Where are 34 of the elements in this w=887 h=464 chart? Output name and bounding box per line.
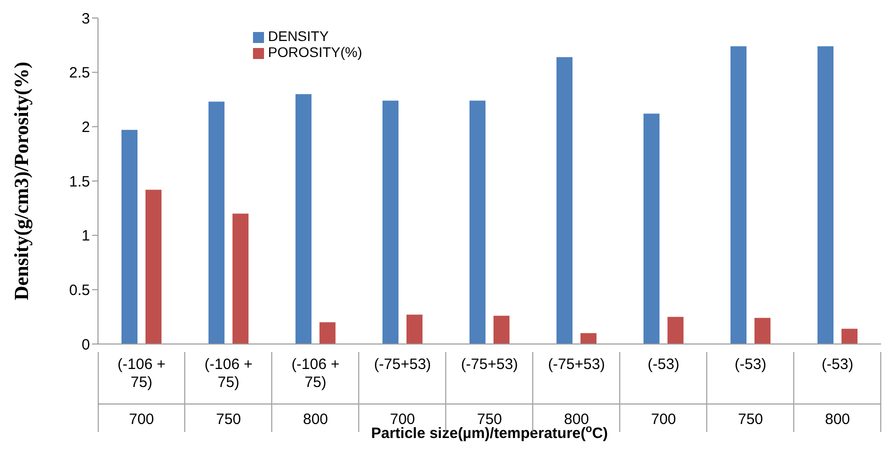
bar bbox=[493, 316, 510, 344]
bar bbox=[469, 100, 486, 344]
category-label: (-53) 700 bbox=[648, 356, 680, 428]
bar bbox=[319, 322, 336, 344]
bar bbox=[406, 314, 422, 344]
y-tick-label: 2 bbox=[82, 118, 90, 136]
bar bbox=[382, 100, 398, 344]
y-axis-title: Density(g/cm3)/Porosity(%) bbox=[11, 62, 33, 300]
category-label: (-53) 800 bbox=[822, 356, 854, 428]
bar bbox=[145, 190, 162, 344]
bar bbox=[817, 46, 834, 344]
bar bbox=[295, 94, 312, 344]
legend-label: DENSITY bbox=[268, 28, 329, 44]
category-label: (-106 + 75) 750 bbox=[204, 356, 252, 428]
y-tick-label: 1 bbox=[82, 228, 90, 245]
y-tick-label: 0 bbox=[82, 336, 90, 354]
bar bbox=[232, 214, 248, 344]
category-label: (-106 + 75) 700 bbox=[118, 356, 166, 428]
bar bbox=[208, 102, 224, 344]
y-tick-label: 3 bbox=[82, 10, 90, 28]
bar bbox=[841, 328, 858, 344]
y-tick-label: 0.5 bbox=[69, 282, 90, 299]
legend-label: POROSITY(%) bbox=[268, 44, 362, 60]
bar bbox=[121, 130, 138, 344]
bar bbox=[730, 46, 746, 344]
y-tick-label: 2.5 bbox=[69, 64, 90, 82]
category-label: (-53) 750 bbox=[734, 356, 766, 428]
bar bbox=[754, 318, 770, 344]
bar bbox=[643, 114, 660, 344]
y-tick-label: 1.5 bbox=[69, 173, 90, 190]
bar bbox=[556, 57, 572, 344]
bar bbox=[667, 316, 684, 344]
bar bbox=[580, 333, 596, 344]
category-label: (-106 + 75) 800 bbox=[292, 356, 340, 428]
